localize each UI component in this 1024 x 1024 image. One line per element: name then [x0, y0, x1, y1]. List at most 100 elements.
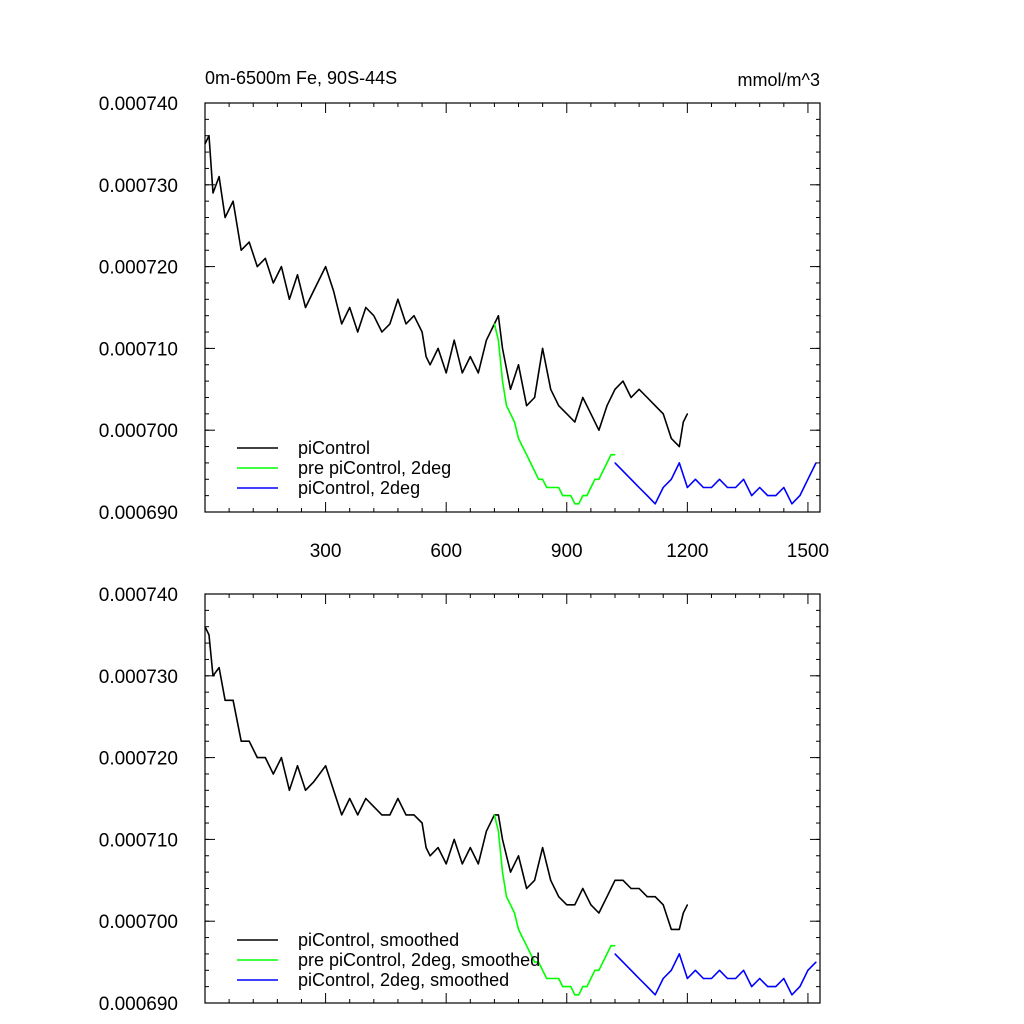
- data-point: [638, 887, 640, 890]
- data-point: [542, 847, 544, 849]
- data-point: [509, 388, 512, 390]
- data-point: [550, 486, 552, 489]
- data-point: [815, 462, 817, 464]
- data-point: [232, 200, 234, 202]
- data-point: [678, 462, 680, 464]
- data-point: [678, 928, 680, 931]
- data-point: [610, 454, 612, 456]
- data-point: [497, 814, 499, 816]
- data-point: [610, 945, 612, 947]
- data-point: [807, 478, 809, 480]
- data-point: [550, 977, 552, 980]
- data-point: [799, 495, 801, 497]
- data-point: [606, 405, 608, 407]
- data-point: [445, 863, 447, 865]
- data-point: [280, 757, 282, 759]
- data-point: [425, 847, 427, 849]
- data-point: [566, 986, 568, 988]
- figure-title: 0m-6500m Fe, 90S-44S: [205, 68, 397, 88]
- data-point: [445, 372, 447, 374]
- data-point: [453, 838, 455, 841]
- data-point: [509, 413, 512, 415]
- data-point: [389, 814, 391, 816]
- data-point: [218, 176, 220, 178]
- data-point: [743, 969, 745, 971]
- data-point: [751, 495, 753, 497]
- data-point: [469, 847, 471, 849]
- data-point: [373, 315, 375, 317]
- data-point: [578, 503, 580, 505]
- data-point: [751, 986, 753, 988]
- data-point: [397, 797, 399, 800]
- data-point: [582, 887, 584, 890]
- data-point: [590, 486, 592, 489]
- data-point: [582, 495, 584, 497]
- data-point: [574, 994, 576, 996]
- data-point: [526, 887, 528, 890]
- data-point: [517, 855, 520, 857]
- y-tick-label: 0.000730: [99, 667, 178, 688]
- data-point: [570, 986, 572, 988]
- data-point: [405, 814, 407, 816]
- data-point: [365, 797, 367, 800]
- data-point: [582, 396, 584, 399]
- data-point: [296, 765, 299, 767]
- data-point: [538, 478, 540, 480]
- data-point: [534, 470, 536, 472]
- data-point: [497, 830, 499, 832]
- y-tick-label: 0.000700: [99, 421, 178, 442]
- series-line-picontrol-2deg-smoothed: [614, 953, 817, 996]
- data-point: [296, 274, 299, 276]
- data-point: [312, 781, 315, 783]
- data-point: [534, 396, 536, 399]
- data-point: [622, 879, 624, 881]
- data-point: [357, 814, 359, 816]
- data-point: [501, 871, 504, 873]
- data-point: [686, 413, 689, 415]
- data-point: [349, 797, 351, 800]
- data-point: [304, 789, 307, 791]
- data-point: [646, 896, 648, 898]
- data-point: [718, 478, 721, 480]
- data-point: [594, 969, 596, 971]
- data-point: [517, 364, 520, 366]
- data-point: [204, 626, 206, 628]
- data-point: [578, 994, 580, 996]
- data-point: [256, 757, 258, 759]
- data-point: [598, 969, 600, 971]
- data-point: [280, 266, 282, 268]
- data-point: [710, 486, 713, 489]
- data-point: [530, 462, 532, 464]
- data-point: [598, 912, 600, 914]
- data-point: [437, 847, 439, 849]
- data-point: [759, 486, 761, 489]
- data-point: [602, 961, 604, 963]
- data-point: [248, 740, 250, 742]
- x-tick-label: 600: [430, 541, 462, 562]
- data-point: [646, 396, 648, 399]
- data-point: [526, 945, 528, 947]
- data-point: [248, 241, 250, 243]
- data-point: [534, 879, 536, 881]
- units-label: mmol/m^3: [738, 70, 820, 90]
- y-tick-label: 0.000720: [99, 749, 178, 770]
- data-point: [437, 347, 439, 349]
- data-point: [710, 977, 713, 980]
- data-point: [485, 830, 487, 832]
- data-point: [365, 306, 367, 309]
- data-point: [646, 495, 648, 497]
- data-point: [702, 977, 705, 980]
- bottom-panel: 0.000690 0.000700 0.000710 0.000720 0.000730…: [99, 585, 821, 1015]
- legend-label: piControl, smoothed: [298, 930, 459, 950]
- data-point: [566, 495, 568, 497]
- data-point: [421, 331, 423, 333]
- y-tick-label: 0.000740: [99, 94, 178, 115]
- data-point: [425, 356, 427, 358]
- data-point: [554, 486, 556, 489]
- data-point: [264, 757, 266, 759]
- data-point: [622, 380, 624, 382]
- data-point: [288, 298, 290, 300]
- data-point: [521, 937, 524, 939]
- data-point: [264, 257, 266, 259]
- data-point: [767, 495, 769, 497]
